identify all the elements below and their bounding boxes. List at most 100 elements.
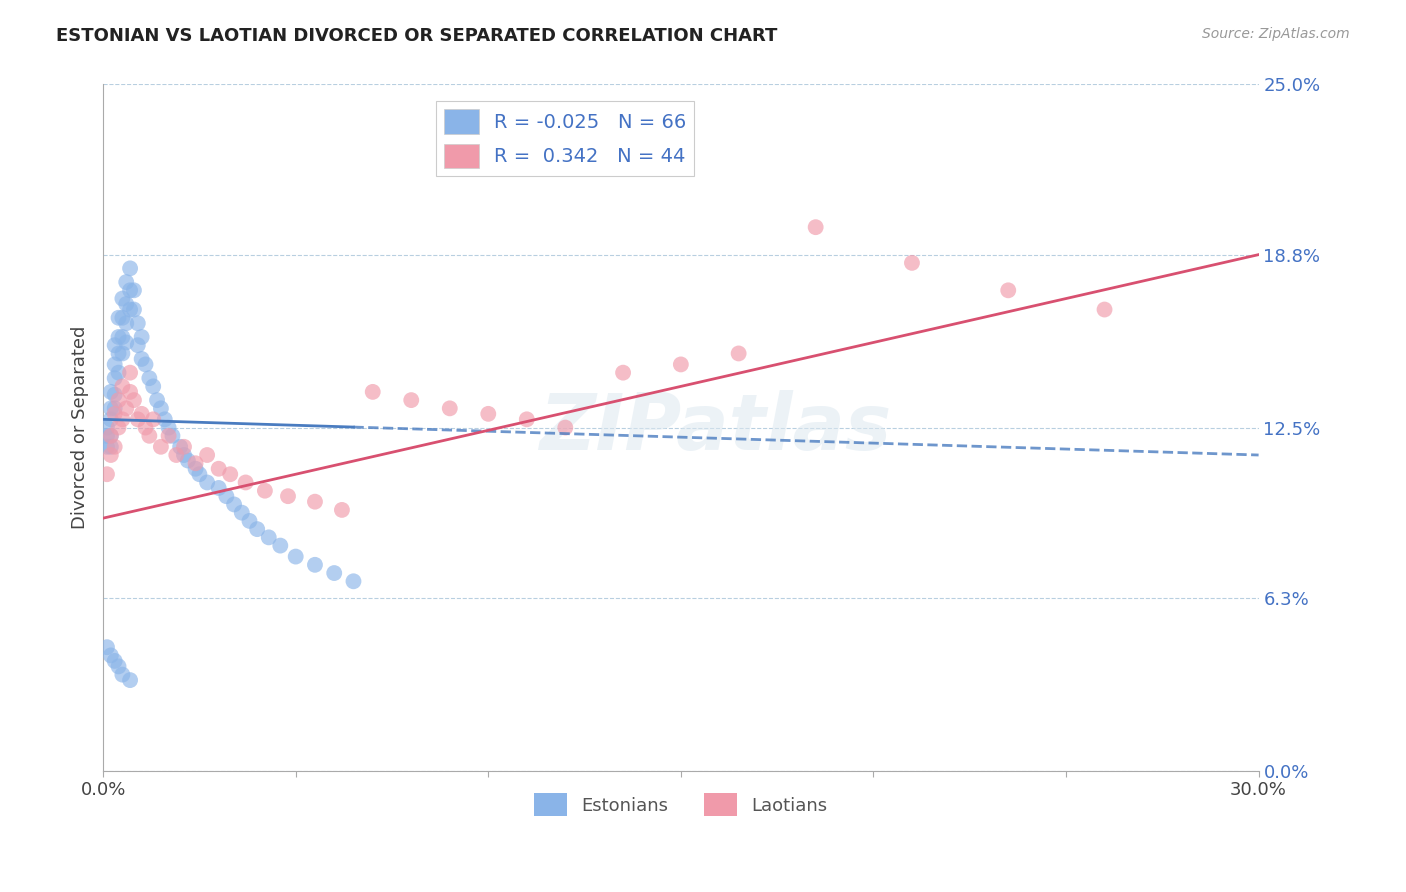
Point [107,330,129,344]
Point [120,384,142,399]
Point [516,412,538,426]
Point [120,261,142,276]
Point [208,481,231,495]
Text: Source: ZipAtlas.com: Source: ZipAtlas.com [1202,27,1350,41]
Point [120,302,142,317]
Legend: Estonians, Laotians: Estonians, Laotians [527,786,835,823]
Point [111,292,134,306]
Point [304,494,326,508]
Point [107,310,129,325]
Point [115,297,138,311]
Point [104,407,127,421]
Point [115,335,138,350]
Point [111,412,134,426]
Point [184,461,207,475]
Point [157,420,180,434]
Point [169,440,191,454]
Point [804,220,827,235]
Point [111,330,134,344]
Point [165,448,187,462]
Point [284,549,307,564]
Point [111,667,134,681]
Point [153,412,176,426]
Point [107,366,129,380]
Point [107,346,129,360]
Point [173,440,195,454]
Point [131,351,153,366]
Point [215,489,238,503]
Point [246,522,269,536]
Point [115,316,138,330]
Point [997,283,1019,297]
Point [100,440,122,454]
Point [257,530,280,544]
Point [104,338,127,352]
Point [107,393,129,408]
Point [1094,302,1116,317]
Point [96,640,118,655]
Point [122,393,145,408]
Point [142,412,165,426]
Point [439,401,461,416]
Point [399,393,422,408]
Point [277,489,299,503]
Point [96,440,118,454]
Point [104,371,127,385]
Text: ESTONIAN VS LAOTIAN DIVORCED OR SEPARATED CORRELATION CHART: ESTONIAN VS LAOTIAN DIVORCED OR SEPARATE… [56,27,778,45]
Text: ZIPatlas: ZIPatlas [540,390,891,466]
Point [222,498,245,512]
Point [100,429,122,443]
Point [208,461,231,475]
Point [138,371,160,385]
Point [142,379,165,393]
Point [115,401,138,416]
Point [111,310,134,325]
Point [177,453,200,467]
Point [554,420,576,434]
Point [727,346,749,360]
Point [96,420,118,434]
Point [127,412,149,426]
Point [96,429,118,443]
Point [134,358,156,372]
Point [304,558,326,572]
Point [146,393,169,408]
Point [253,483,276,498]
Point [173,448,195,462]
Point [122,302,145,317]
Point [134,420,156,434]
Point [111,346,134,360]
Point [127,338,149,352]
Point [107,659,129,673]
Point [342,574,364,589]
Point [323,566,346,580]
Point [361,384,384,399]
Point [100,384,122,399]
Point [100,429,122,443]
Point [115,275,138,289]
Point [235,475,257,490]
Point [120,366,142,380]
Point [104,401,127,416]
Point [138,429,160,443]
Point [269,539,291,553]
Point [131,330,153,344]
Point [219,467,242,482]
Point [100,648,122,663]
Point [238,514,260,528]
Point [104,440,127,454]
Point [100,401,122,416]
Point [195,475,218,490]
Point [96,467,118,482]
Point [122,283,145,297]
Point [127,316,149,330]
Point [612,366,634,380]
Point [231,506,253,520]
Point [120,283,142,297]
Point [100,448,122,462]
Point [184,456,207,470]
Point [149,401,172,416]
Point [162,429,184,443]
Point [901,256,924,270]
Point [149,440,172,454]
